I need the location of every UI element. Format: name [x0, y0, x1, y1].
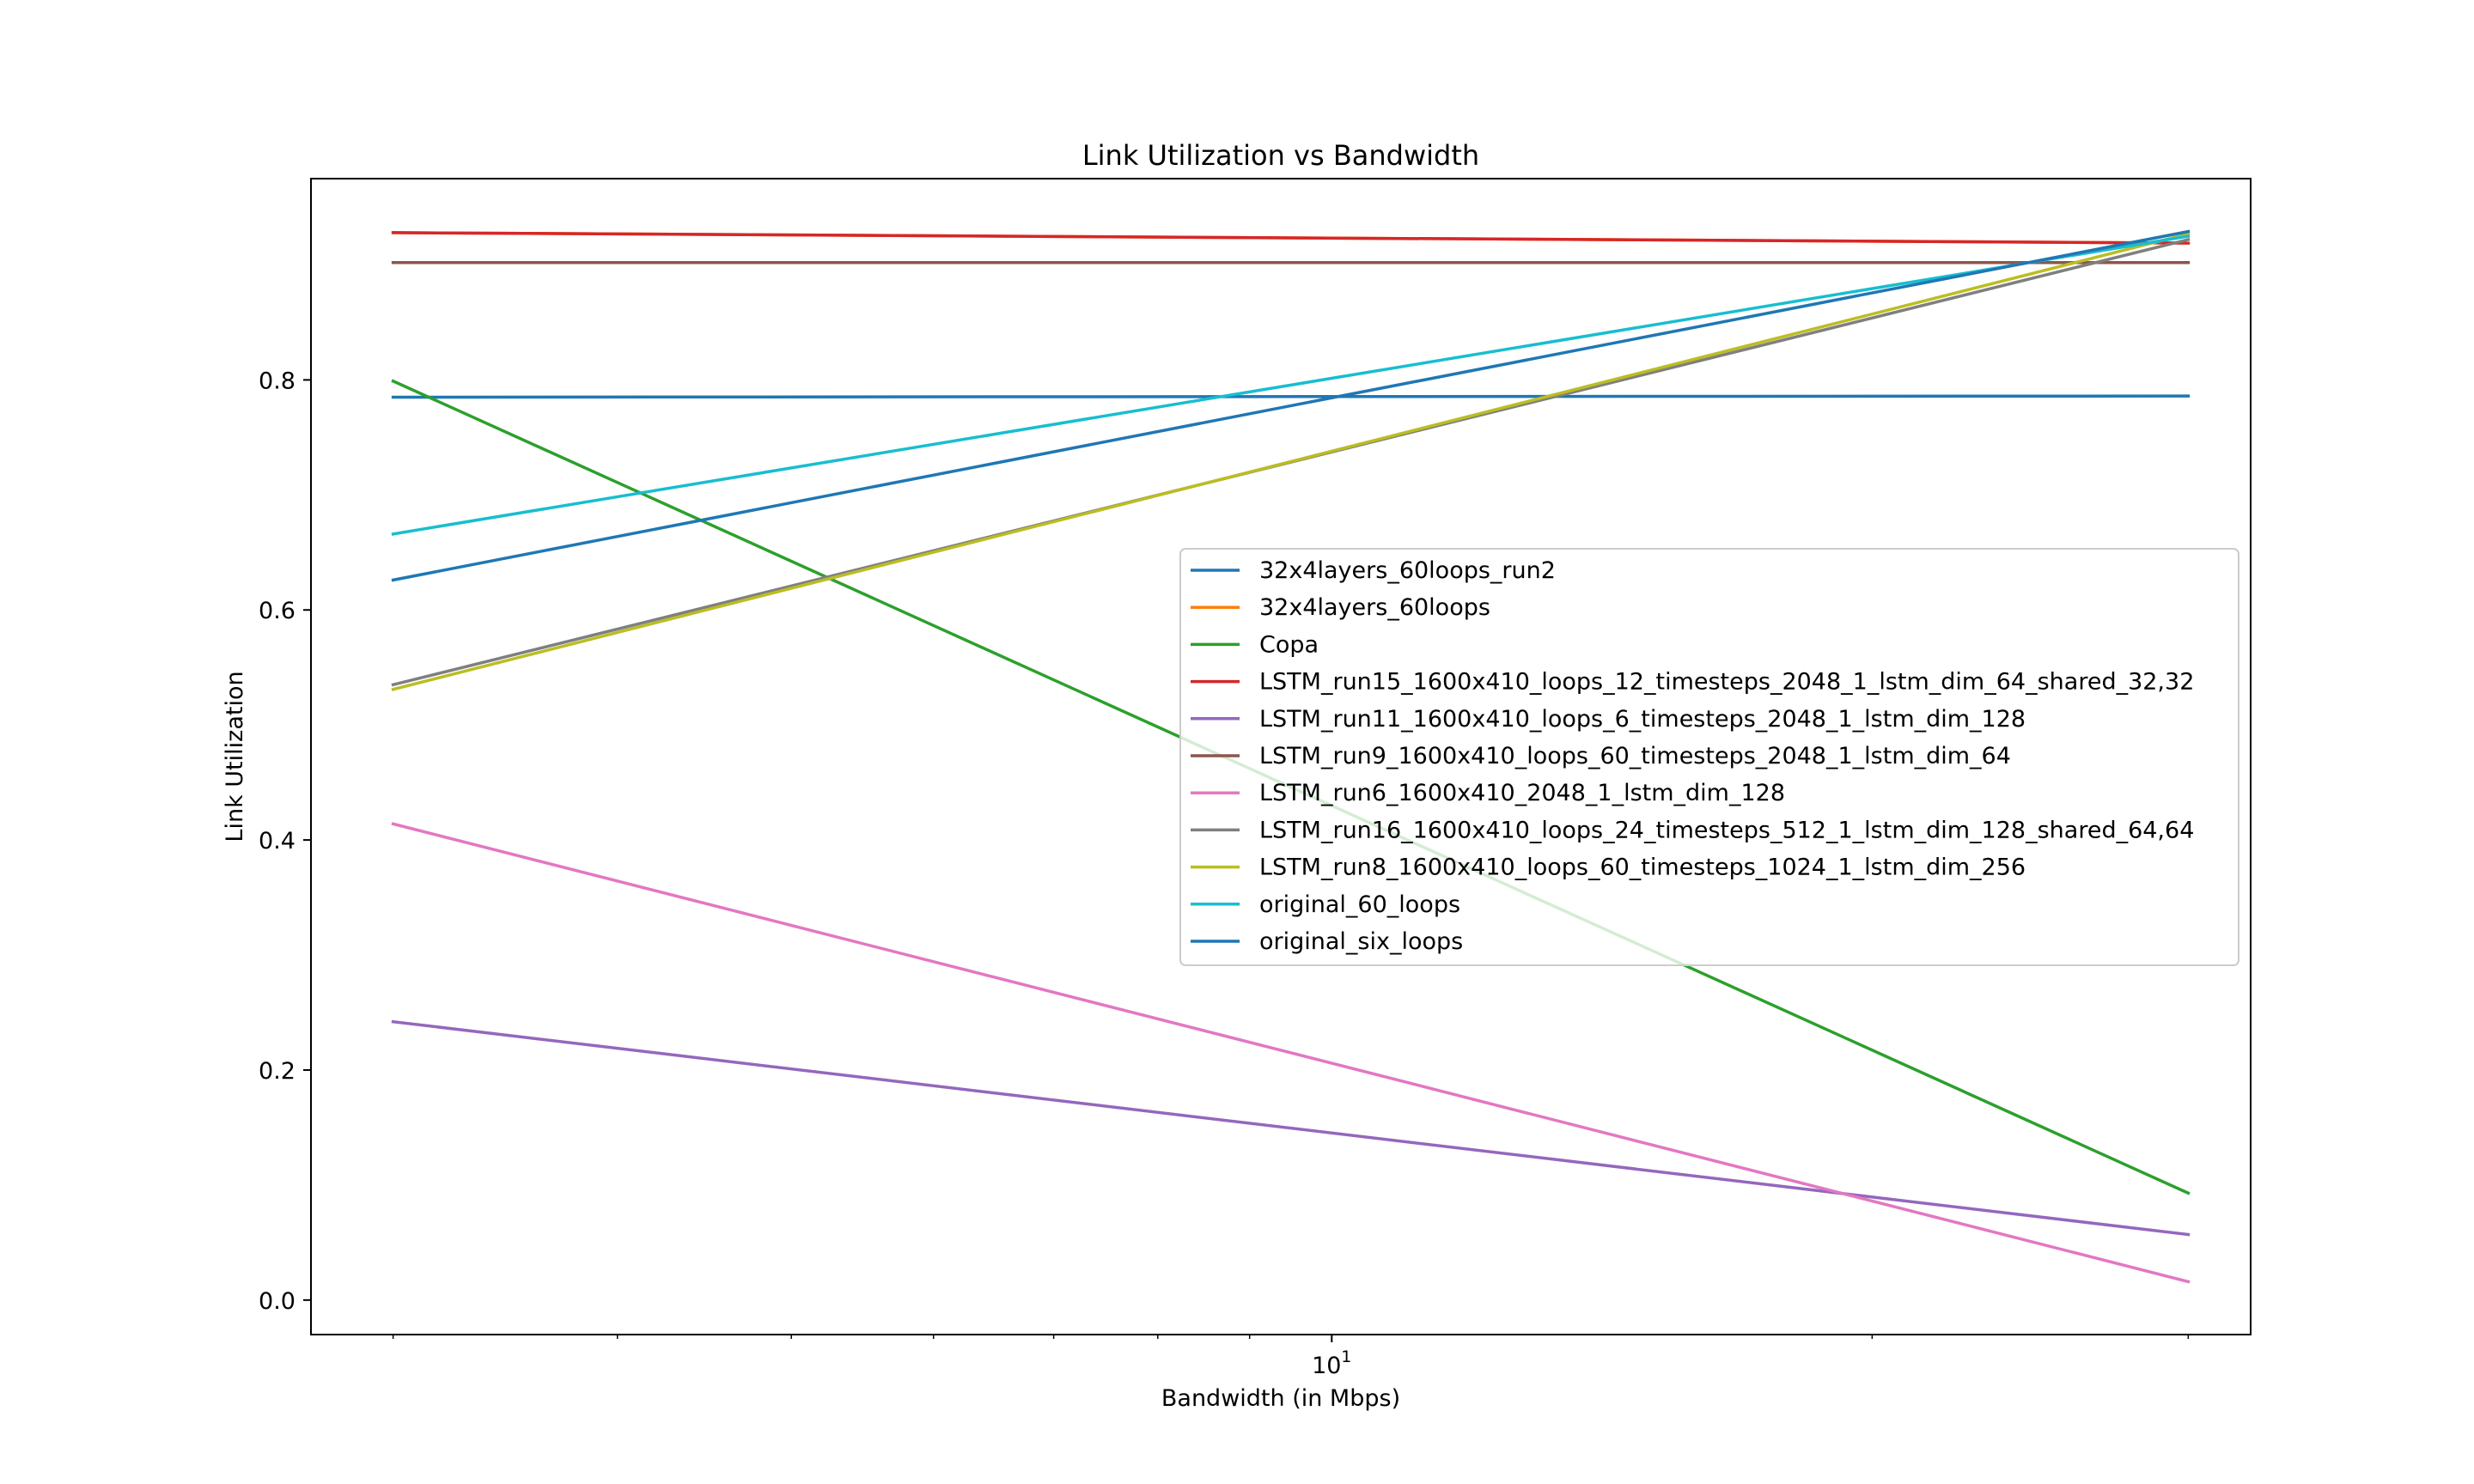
legend-label-9: original_60_loops: [1259, 891, 1460, 918]
series-line-6: [391, 822, 2191, 1284]
series-line-3: [391, 231, 2191, 245]
x-tick-exponent: 1: [1341, 1347, 1351, 1366]
legend-frame: [1179, 548, 2239, 966]
legend-label-5: LSTM_run9_1600x410_loops_60_timesteps_20…: [1259, 743, 2011, 769]
legend-label-7: LSTM_run16_1600x410_loops_24_timesteps_5…: [1259, 817, 2194, 843]
y-axis-label: Link Utilization: [222, 671, 248, 842]
legend-label-10: original_six_loops: [1259, 928, 1463, 955]
y-axis: 0.0 0.2 0.4 0.6 0.8: [259, 368, 311, 1315]
y-tick-label: 0.8: [259, 368, 296, 394]
y-tick-label: 0.6: [259, 598, 296, 624]
legend: 32x4layers_60loops_run2 32x4layers_60loop…: [1179, 548, 2239, 966]
legend-label-3: LSTM_run15_1600x410_loops_12_timesteps_2…: [1259, 669, 2194, 696]
series-line-4: [391, 1019, 2191, 1237]
chart-title: Link Utilization vs Bandwidth: [1082, 139, 1479, 172]
series-line-8: [391, 232, 2191, 691]
x-tick-label: 10: [1312, 1353, 1341, 1379]
legend-label-2: Copa: [1259, 631, 1319, 658]
series-line-9: [391, 234, 2191, 536]
y-tick-label: 0.0: [259, 1288, 296, 1315]
legend-label-1: 32x4layers_60loops: [1259, 594, 1490, 621]
legend-label-8: LSTM_run8_1600x410_loops_60_timesteps_10…: [1259, 855, 2026, 881]
legend-label-0: 32x4layers_60loops_run2: [1259, 557, 1556, 584]
series-line-0: [391, 394, 2191, 399]
y-tick-label: 0.4: [259, 828, 296, 855]
legend-label-4: LSTM_run11_1600x410_loops_6_timesteps_20…: [1259, 706, 2026, 733]
plot-frame: [310, 178, 2252, 1335]
series-line-10: [391, 229, 2191, 582]
legend-label-6: LSTM_run6_1600x410_2048_1_lstm_dim_128: [1259, 780, 1785, 806]
x-axis-label: Bandwidth (in Mbps): [1161, 1385, 1400, 1412]
x-axis: 10 1: [392, 1335, 2190, 1379]
y-tick-label: 0.2: [259, 1058, 296, 1085]
